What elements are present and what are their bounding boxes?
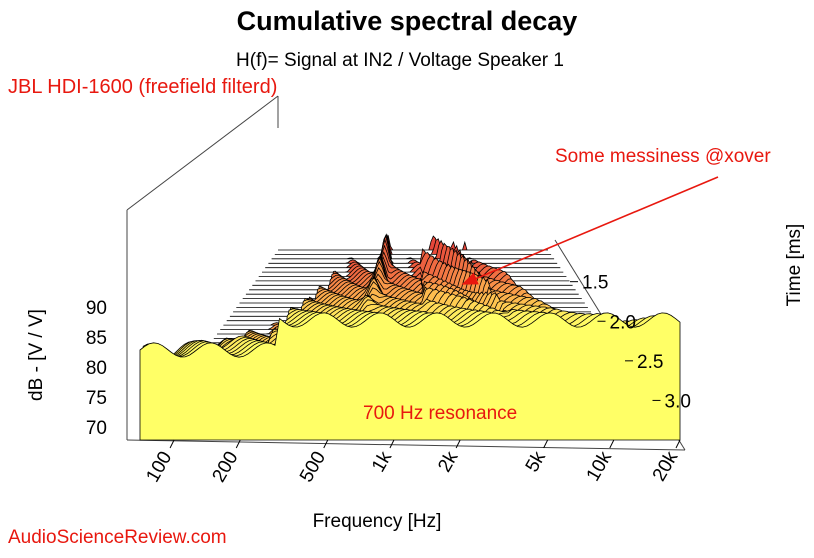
footer-credit: AudioScienceReview.com (8, 527, 227, 548)
decay-slice (258, 244, 567, 278)
x-tick-label: 100 (142, 448, 176, 486)
decay-slice (262, 238, 564, 273)
x-tick-label: 10k (583, 448, 617, 485)
x-tick-mark (235, 439, 241, 449)
decay-slice (278, 234, 548, 251)
x-tick-mark (455, 439, 461, 449)
chart-subtitle: H(f)= Signal at IN2 / Voltage Speaker 1 (236, 50, 564, 71)
x-tick-label: 2k (434, 448, 462, 476)
waterfall-slices (139, 233, 681, 441)
decay-slice (265, 234, 561, 269)
y-axis-title: dB - [V / V] (26, 309, 47, 401)
x-axis-title: Frequency [Hz] (313, 511, 442, 532)
annotation-700hz: 700 Hz resonance (363, 403, 517, 424)
floor-front-edge (126, 439, 686, 451)
x-tick-mark (169, 439, 175, 449)
x-tick-mark (543, 439, 549, 449)
series-label: JBL HDI-1600 (freefield filterd) (8, 76, 277, 98)
chart-title: Cumulative spectral decay (237, 6, 578, 36)
z-tick-label: 2.5 (637, 352, 663, 373)
x-tick-mark (323, 439, 329, 449)
z-tick-label: 2.0 (610, 312, 636, 333)
x-tick-label: 20k (649, 448, 683, 485)
x-tick-label: 1k (368, 448, 396, 476)
decay-slice (274, 235, 552, 255)
x-tick-label: 500 (296, 448, 330, 486)
annotation-xover: Some messiness @xover (555, 146, 771, 167)
y-tick-label: 70 (86, 418, 107, 439)
y-tick-label: 85 (86, 328, 107, 349)
x-tick-label: 5k (522, 448, 550, 476)
x-axis-ticks: 100 200 500 1k 2k 5k 10k 20k (142, 439, 683, 486)
decay-slice (271, 234, 555, 260)
y-axis-ticks: 70 75 80 85 90 (86, 298, 107, 439)
z-tick-label: 1.5 (582, 273, 608, 294)
x-tick-mark (675, 439, 681, 449)
y-tick-label: 90 (86, 298, 107, 319)
z-tick-label: 3.0 (665, 391, 691, 412)
annotation-xover-arrow (461, 176, 719, 285)
back-left-wall-edge (126, 95, 279, 211)
x-tick-mark (389, 439, 395, 449)
z-axis-title: Time [ms] (784, 224, 805, 307)
x-tick-label: 200 (209, 448, 243, 486)
y-tick-label: 75 (86, 388, 107, 409)
y-tick-label: 80 (86, 358, 107, 379)
x-tick-mark (609, 439, 615, 449)
z-axis-ticks: 1.52.02.53.0 (570, 273, 691, 412)
decay-slice (139, 312, 681, 441)
